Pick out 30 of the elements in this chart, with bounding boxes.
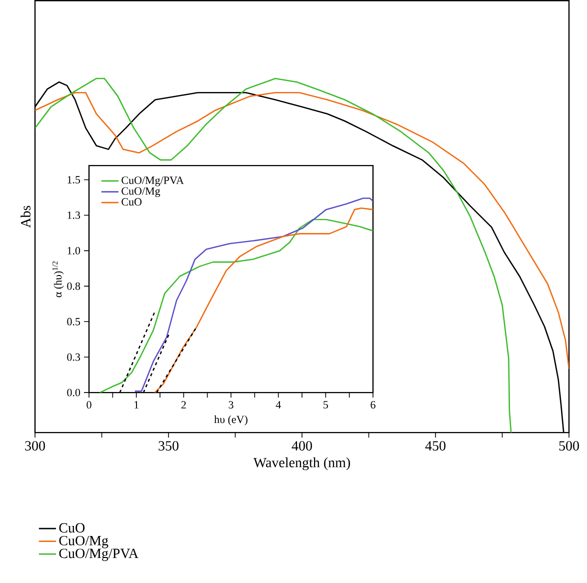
x-tick-label: 0: [86, 401, 92, 409]
y-tick-label: 1.0: [68, 247, 80, 255]
y-tick-label: 1.5: [68, 176, 80, 184]
y-tick-label: 0.8: [67, 282, 80, 290]
y-tick-label: 0.5: [67, 318, 80, 326]
x-axis-title: Wavelength (nm): [253, 458, 350, 470]
x-tick-label: 350: [158, 441, 178, 451]
x-tick-label: 450: [425, 441, 446, 451]
x-tick-label: 500: [559, 441, 579, 451]
x-tick-label: 2: [181, 401, 186, 409]
y-tick-label: 0.0: [67, 389, 80, 397]
line-series: [99, 219, 373, 393]
x-tick-label: 6: [370, 401, 376, 409]
legend-label: CuO: [122, 198, 142, 206]
y-axis-title: Abs: [20, 206, 30, 228]
x-tick-label: 400: [292, 441, 312, 451]
legend-label: CuO/Mg: [122, 188, 160, 198]
x-tick-label: 1: [134, 401, 138, 409]
legend-label: CuO: [59, 523, 85, 533]
legend-label: CuO/Mg: [59, 536, 108, 548]
y-tick-label: 1.3: [68, 212, 80, 220]
x-tick-label: 5: [324, 401, 328, 409]
x-axis-title: hυ (eV): [214, 416, 248, 426]
legend-label: CuO/Mg/PVA: [59, 548, 138, 562]
x-tick-label: 4: [276, 401, 281, 409]
x-tick-label: 3: [228, 401, 234, 409]
y-tick-label: 0.3: [67, 354, 80, 362]
x-tick-label: 300: [25, 441, 45, 451]
legend-label: CuO/Mg/PVA: [122, 176, 184, 186]
y-axis-title: α (hυ)$^{1/2}$: [52, 262, 64, 298]
